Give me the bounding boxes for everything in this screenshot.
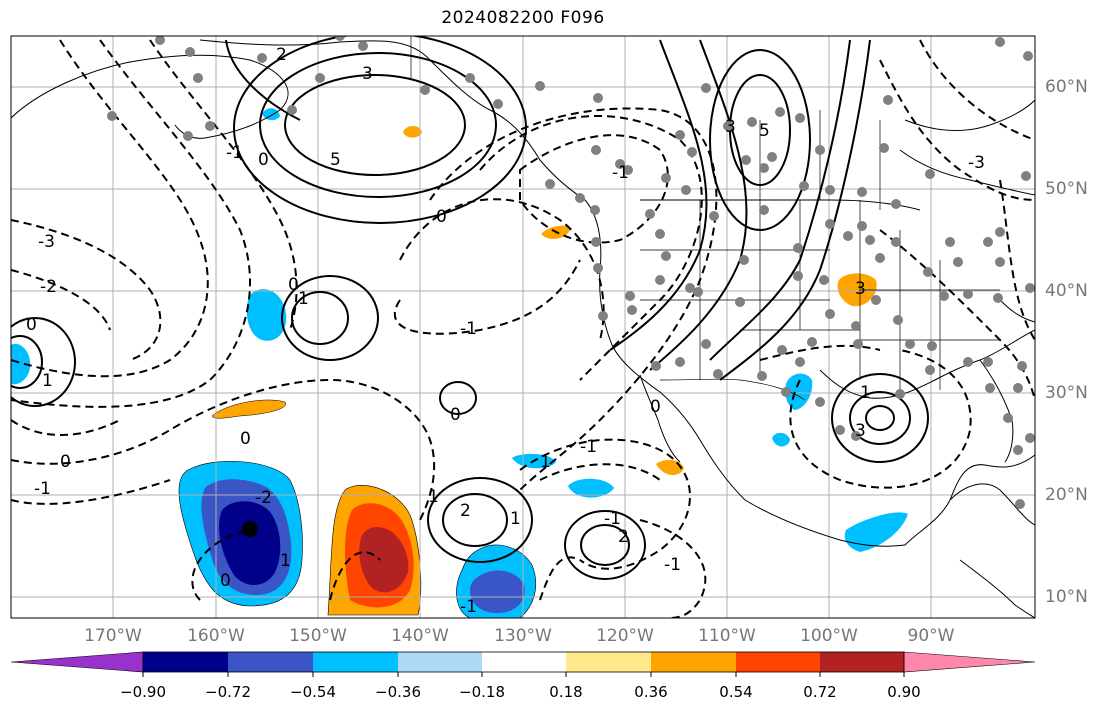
contour-label: -2 <box>255 488 272 508</box>
contour-label: 0 <box>436 207 447 227</box>
colorbar-tick-label: −0.72 <box>205 683 251 701</box>
colorbar-segment <box>228 652 313 672</box>
negative-patch-1 <box>246 289 287 341</box>
colorbar-segment <box>651 652 736 672</box>
latitude-label: 10°N <box>1045 587 1088 607</box>
station-dots <box>107 36 1035 509</box>
contour-label: 0 <box>60 452 71 472</box>
negative-patch-3 <box>785 373 813 410</box>
contour-label: 1 <box>298 289 309 309</box>
colorbar-tick-label: −0.36 <box>375 683 421 701</box>
contour-label: 3 <box>725 117 736 137</box>
latitude-label: 50°N <box>1045 179 1088 199</box>
longitude-label: 160°W <box>187 626 245 646</box>
longitude-label: 130°W <box>494 626 552 646</box>
contour-label: -1 <box>604 509 621 529</box>
colorbar-tick-label: 0.18 <box>549 683 583 701</box>
negative-region-west-core <box>219 501 281 586</box>
contour-label: -3 <box>968 153 985 173</box>
contour-label: -1 <box>460 597 477 617</box>
colorbar-tick-label: −0.18 <box>459 683 505 701</box>
negative-patch-8 <box>262 108 280 121</box>
contours-negative <box>11 39 1035 618</box>
map-title: 2024082200 F096 <box>441 8 605 28</box>
latitude-label: 60°N <box>1045 77 1088 97</box>
contour-label: -1 <box>612 163 629 183</box>
contour-label: -2 <box>40 277 57 297</box>
negative-patch-4 <box>772 432 790 447</box>
latitude-label: 20°N <box>1045 485 1088 505</box>
contour-label: -1 <box>460 319 477 339</box>
contour-label: 1 <box>510 509 521 529</box>
negative-patch-2 <box>11 343 31 385</box>
contour-label: 1 <box>280 551 291 571</box>
longitude-label: 150°W <box>289 626 347 646</box>
contour-label: 1 <box>860 383 871 403</box>
contour-label: 2 <box>460 501 471 521</box>
contour-label: -3 <box>38 232 55 252</box>
contour-label: 2 <box>276 45 287 65</box>
map-frame <box>10 35 1036 619</box>
longitude-label: 120°W <box>596 626 654 646</box>
contour-label: 3 <box>855 279 866 299</box>
contour-label: -1 <box>34 479 51 499</box>
contour-label: 0 <box>650 397 661 417</box>
contour-label: 1 <box>540 452 551 472</box>
colorbar-segment <box>736 652 820 672</box>
colorbar-segment <box>398 652 482 672</box>
colorbar-extend-high <box>903 651 1036 673</box>
colorbar-tick-label: 0.72 <box>803 683 837 701</box>
colorbar-segment <box>143 652 228 672</box>
positive-patch-1 <box>211 399 286 419</box>
contour-label: 0 <box>450 405 461 425</box>
longitude-label: 90°W <box>907 626 955 646</box>
latitude-label: 40°N <box>1045 281 1088 301</box>
colorbar-segment <box>313 652 398 672</box>
contour-label: 0 <box>240 429 251 449</box>
contour-label: 3 <box>855 421 866 441</box>
colorbar-extend-low <box>10 651 144 673</box>
contour-label: 1 <box>42 371 53 391</box>
longitude-label: 110°W <box>698 626 756 646</box>
colorbar-segment <box>820 652 904 672</box>
negative-patch-7 <box>844 512 908 552</box>
contour-label: 0 <box>288 275 299 295</box>
contour-label: 0 <box>220 571 231 591</box>
colorbar-tick-label: 0.54 <box>719 683 753 701</box>
contour-label: 5 <box>759 121 770 141</box>
contours-positive <box>11 36 929 580</box>
contour-labels: 2 3 5 -3 0 -1 -2 0 1 -1 0 3 5 3 -3 0 -1 … <box>26 45 985 617</box>
graticule <box>11 36 1035 618</box>
latitude-label: 30°N <box>1045 383 1088 403</box>
colorbar-segment <box>566 652 651 672</box>
negative-patch-6 <box>568 478 614 498</box>
longitude-label: 140°W <box>391 626 449 646</box>
longitude-label: 170°W <box>84 626 142 646</box>
contour-label: 0 <box>26 315 37 335</box>
colorbar-tick-label: −0.90 <box>120 683 166 701</box>
colorbar-tick-label: 0.36 <box>634 683 668 701</box>
contour-label: -1 <box>580 437 597 457</box>
contour-label: -1 <box>664 555 681 575</box>
shaded-regions <box>11 108 908 618</box>
positive-region-central-core <box>359 526 409 593</box>
colorbar-tick-label: −0.54 <box>290 683 336 701</box>
colorbar <box>10 651 1036 677</box>
longitude-label: 100°W <box>800 626 858 646</box>
negative-region-south-core <box>470 570 525 614</box>
contour-label: 3 <box>362 64 373 84</box>
cyclone-center-marker <box>242 521 258 537</box>
contour-label: 5 <box>330 150 341 170</box>
colorbar-segment <box>482 652 566 672</box>
colorbar-tick-label: 0.90 <box>887 683 921 701</box>
positive-patch-2 <box>403 126 422 138</box>
contour-label: 1 <box>428 487 439 507</box>
positive-patch-4 <box>837 273 877 307</box>
contour-label: -1 <box>226 143 243 163</box>
contour-label: 0 <box>258 150 269 170</box>
contour-label: 2 <box>618 527 629 547</box>
